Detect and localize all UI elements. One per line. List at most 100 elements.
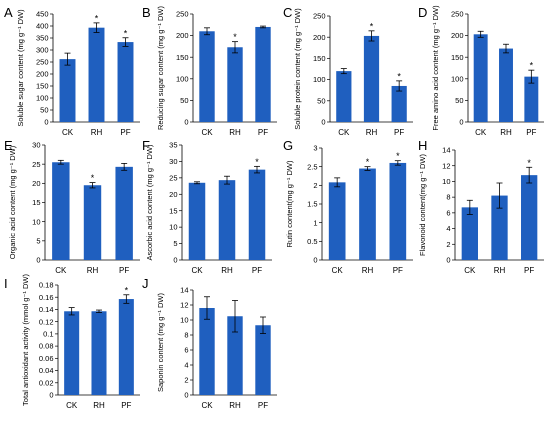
y-tick-label: 350 [36,34,49,43]
significance-marker: * [255,157,259,167]
panel-b: B 0 50 100 150 200 250 Reducing sugar content (… [142,5,277,137]
y-tick-label: 250 [176,10,189,19]
bar-c-pf [391,85,407,122]
y-tick-label: 150 [176,53,189,62]
y-tick-label: 8 [184,331,188,340]
x-tick-label: CK [62,128,74,137]
y-axis-label: Ascorbic acid content (mg g⁻¹ DW) [145,144,154,261]
bar-j-rh [227,316,243,395]
x-tick-label: RH [221,266,233,275]
y-tick-label: 100 [36,94,49,103]
y-tick-label: 0.16 [39,293,54,302]
significance-marker: * [125,285,129,295]
y-tick-label: 250 [36,58,49,67]
y-tick-label: 10 [32,217,40,226]
panel-g: G 0 0.5 1 1.5 2 2.5 3 Rutin content(mg g⁻¹ DW) CK… [283,138,413,275]
x-tick-label: PF [120,128,130,137]
panel-letter: G [283,138,293,153]
y-axis-label: Soluble sugar content (mg g⁻¹ DW) [16,9,25,127]
x-tick-label: PF [258,128,268,137]
panel-a: A 0 50 100 150 200 250 300 350 400 450 Soluble suga… [4,5,140,137]
bar-g-rh [359,168,376,260]
y-tick-label: 35 [169,141,177,150]
y-tick-label: 0.04 [39,366,54,375]
y-tick-label: 50 [180,96,188,105]
y-tick-label: 5 [173,239,177,248]
bar-f-rh [218,180,236,260]
y-tick-label: 12 [180,301,188,310]
bar-d-ck [473,34,488,122]
bar-b-pf [255,26,271,122]
panel-c: C 0 50 100 150 200 250 Soluble protein content … [283,5,413,137]
panel-i: I 0 0.02 0.04 0.06 0.08 0.1 0.12 0.14 0.16 0.18 Tot… [4,274,140,410]
y-tick-label: 0.1 [43,329,53,338]
bar-c-rh [363,35,380,122]
y-tick-label: 150 [451,53,464,62]
y-tick-label: 8 [446,193,450,202]
bar-e-rh [83,185,102,260]
y-tick-label: 30 [169,157,177,166]
y-tick-label: 300 [36,46,49,55]
y-tick-label: 12 [442,161,450,170]
y-tick-label: 200 [36,70,49,79]
bar-a-rh [88,27,105,122]
y-tick-label: 6 [184,346,188,355]
y-axis-label: Soluble protein content (mg g⁻¹ DW) [293,8,302,130]
y-tick-label: 50 [40,106,48,115]
y-tick-label: 10 [442,177,450,186]
x-tick-label: CK [338,128,350,137]
x-tick-label: CK [201,128,213,137]
x-tick-label: RH [93,401,105,410]
y-tick-label: 0 [446,256,450,265]
x-tick-label: PF [119,266,129,275]
y-tick-label: 4 [184,361,188,370]
x-tick-label: RH [87,266,99,275]
bar-j-ck [199,308,215,395]
y-tick-label: 10 [180,316,188,325]
x-tick-label: RH [494,266,506,275]
bar-h-ck [461,207,478,260]
y-tick-label: 200 [313,33,326,42]
y-tick-label: 0 [36,256,40,265]
y-axis-label: Free amino acid content (mg g⁻¹ DW) [431,5,440,131]
bar-c-ck [336,71,352,122]
y-tick-label: 0.06 [39,354,54,363]
y-tick-label: 15 [169,206,177,215]
y-tick-label: 0.14 [39,305,54,314]
y-axis-label: Rutin content(mg g⁻¹ DW) [285,160,294,247]
panel-letter: B [142,5,151,20]
y-tick-label: 450 [36,10,49,19]
x-tick-label: PF [121,401,131,410]
y-tick-label: 15 [32,198,40,207]
x-tick-label: PF [394,128,404,137]
y-tick-label: 150 [36,82,49,91]
bar-j-pf [255,325,271,395]
y-tick-label: 0.18 [39,281,54,290]
y-tick-label: 0 [184,118,188,127]
panel-letter: E [4,138,13,153]
bar-i-rh [91,311,107,395]
y-tick-label: 100 [451,74,464,83]
y-tick-label: 1.5 [307,200,317,209]
y-tick-label: 100 [176,74,189,83]
x-tick-label: RH [229,401,241,410]
significance-marker: * [527,158,531,168]
x-tick-label: CK [55,266,67,275]
significance-marker: * [366,157,370,167]
x-tick-label: CK [332,266,344,275]
bar-i-pf [118,299,134,395]
x-tick-label: RH [362,266,374,275]
bar-i-ck [64,311,80,395]
y-tick-label: 5 [36,236,40,245]
y-tick-label: 0.08 [39,342,54,351]
x-tick-label: PF [252,266,262,275]
panel-j: J 0 2 4 6 8 10 12 14 Saponin content (mg g⁻¹ DW) C… [142,276,277,410]
significance-marker: * [91,173,95,183]
panel-letter: A [4,5,13,20]
x-tick-label: PF [393,266,403,275]
bar-f-ck [188,182,206,260]
x-tick-label: PF [258,401,268,410]
bar-f-pf [248,169,266,260]
panel-d: D 0 50 100 150 200 250 Free amino acid content … [418,5,544,137]
